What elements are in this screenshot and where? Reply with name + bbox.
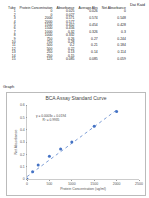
html-text:0.456: 0.456 <box>66 26 75 31</box>
html-text:0.452: 0.452 <box>66 23 75 27</box>
svg-text:y = 0.0003x + 0.0194R² = 0.993: y = 0.0003x + 0.0194R² = 0.9935 <box>36 114 66 122</box>
html-text:0.428: 0.428 <box>117 23 126 27</box>
html-text:0.027: 0.027 <box>66 12 75 17</box>
html-text:0.059: 0.059 <box>117 57 126 62</box>
html-text:0: 0 <box>50 12 53 17</box>
html-text:2000: 2000 <box>44 19 53 24</box>
html-text:0.025: 0.025 <box>66 9 75 14</box>
html-text:0.574: 0.574 <box>89 16 98 21</box>
html-text:500: 500 <box>46 46 53 51</box>
html-text:11: 11 <box>12 43 16 48</box>
html-text:0.244: 0.244 <box>117 36 126 41</box>
svg-text:Protein Concentration (ug/ml): Protein Concentration (ug/ml) <box>60 187 106 191</box>
svg-text:0: 0 <box>23 177 25 181</box>
svg-text:0.6: 0.6 <box>20 103 25 107</box>
html-text:0: 0 <box>123 9 126 14</box>
html-text:0.15: 0.15 <box>67 53 75 58</box>
svg-text:2000: 2000 <box>113 182 121 186</box>
html-text:0.548: 0.548 <box>117 16 126 21</box>
html-text:750: 750 <box>46 36 53 41</box>
html-text:0.114: 0.114 <box>117 50 126 55</box>
html-text:0.577: 0.577 <box>66 19 75 24</box>
html-text:0.085: 0.085 <box>89 57 98 62</box>
svg-text:1500: 1500 <box>90 182 98 186</box>
svg-text:0: 0 <box>26 182 28 186</box>
html-text:5: 5 <box>13 23 16 27</box>
html-text:2: 2 <box>13 12 16 17</box>
html-text:250: 250 <box>46 50 53 55</box>
html-text:0.184: 0.184 <box>117 43 126 48</box>
html-text:0.026: 0.026 <box>89 9 98 14</box>
svg-text:0.2: 0.2 <box>20 153 25 157</box>
html-text:Dai Kaid: Dai Kaid <box>129 2 145 7</box>
html-text:Tube: Tube <box>8 6 16 10</box>
html-text:13: 13 <box>11 50 16 55</box>
html-text:0.14: 0.14 <box>91 50 98 55</box>
html-text:12: 12 <box>11 46 16 51</box>
html-text:0.22: 0.22 <box>67 46 75 51</box>
svg-text:0.3: 0.3 <box>20 140 25 144</box>
html-text:0.13: 0.13 <box>67 50 75 55</box>
svg-text:1000: 1000 <box>68 182 76 186</box>
svg-text:0.1: 0.1 <box>20 165 25 169</box>
html-text:Average Abs: Average Abs <box>78 6 98 10</box>
html-text:3: 3 <box>13 16 16 21</box>
html-text:0: 0 <box>50 9 53 14</box>
html-text:14: 14 <box>11 53 16 58</box>
svg-text:0.5: 0.5 <box>20 116 25 120</box>
html-text:0.27: 0.27 <box>91 36 98 41</box>
html-text:10: 10 <box>11 40 16 45</box>
svg-text:500: 500 <box>46 182 52 186</box>
html-text:Net Absorbance: Net Absorbance <box>101 6 126 10</box>
svg-text:BCA Assay Standard Curve: BCA Assay Standard Curve <box>45 95 106 101</box>
html-text:0.21: 0.21 <box>91 43 98 48</box>
html-text:15: 15 <box>11 57 16 62</box>
html-text:0.32: 0.32 <box>67 29 75 34</box>
html-text:0.571: 0.571 <box>66 16 75 21</box>
html-text:0.28: 0.28 <box>67 40 75 45</box>
html-text:750: 750 <box>46 40 53 45</box>
html-text:Absorbance: Absorbance <box>56 6 75 10</box>
html-text:9: 9 <box>13 36 16 41</box>
svg-text:2500: 2500 <box>135 182 143 186</box>
html-text:0.326: 0.326 <box>89 29 98 34</box>
html-text:1000: 1000 <box>44 33 53 38</box>
html-text:6: 6 <box>13 26 16 31</box>
svg-text:0.4: 0.4 <box>20 128 25 132</box>
html-text:4: 4 <box>13 19 16 24</box>
html-text:8: 8 <box>13 33 16 38</box>
html-text:0.3: 0.3 <box>121 29 126 34</box>
html-text:1: 1 <box>13 9 16 14</box>
html-text:125: 125 <box>46 57 53 62</box>
html-text:1500: 1500 <box>44 26 53 31</box>
html-text:2000: 2000 <box>44 16 53 21</box>
html-text:0.454: 0.454 <box>89 23 98 27</box>
html-text:0.26: 0.26 <box>67 36 75 41</box>
html-text:0.332: 0.332 <box>66 33 75 38</box>
html-text:0.085: 0.085 <box>66 57 75 62</box>
html-text:250: 250 <box>46 53 53 58</box>
html-text:Graph: Graph <box>3 84 15 89</box>
html-text:500: 500 <box>46 43 53 48</box>
html-text:1000: 1000 <box>44 29 53 34</box>
html-text:0.2: 0.2 <box>69 43 75 48</box>
svg-text:Net Absorbance: Net Absorbance <box>14 129 18 154</box>
html-text:Protein Concentration: Protein Concentration <box>19 6 53 10</box>
html-text:7: 7 <box>13 29 16 34</box>
html-text:1500: 1500 <box>44 23 53 27</box>
